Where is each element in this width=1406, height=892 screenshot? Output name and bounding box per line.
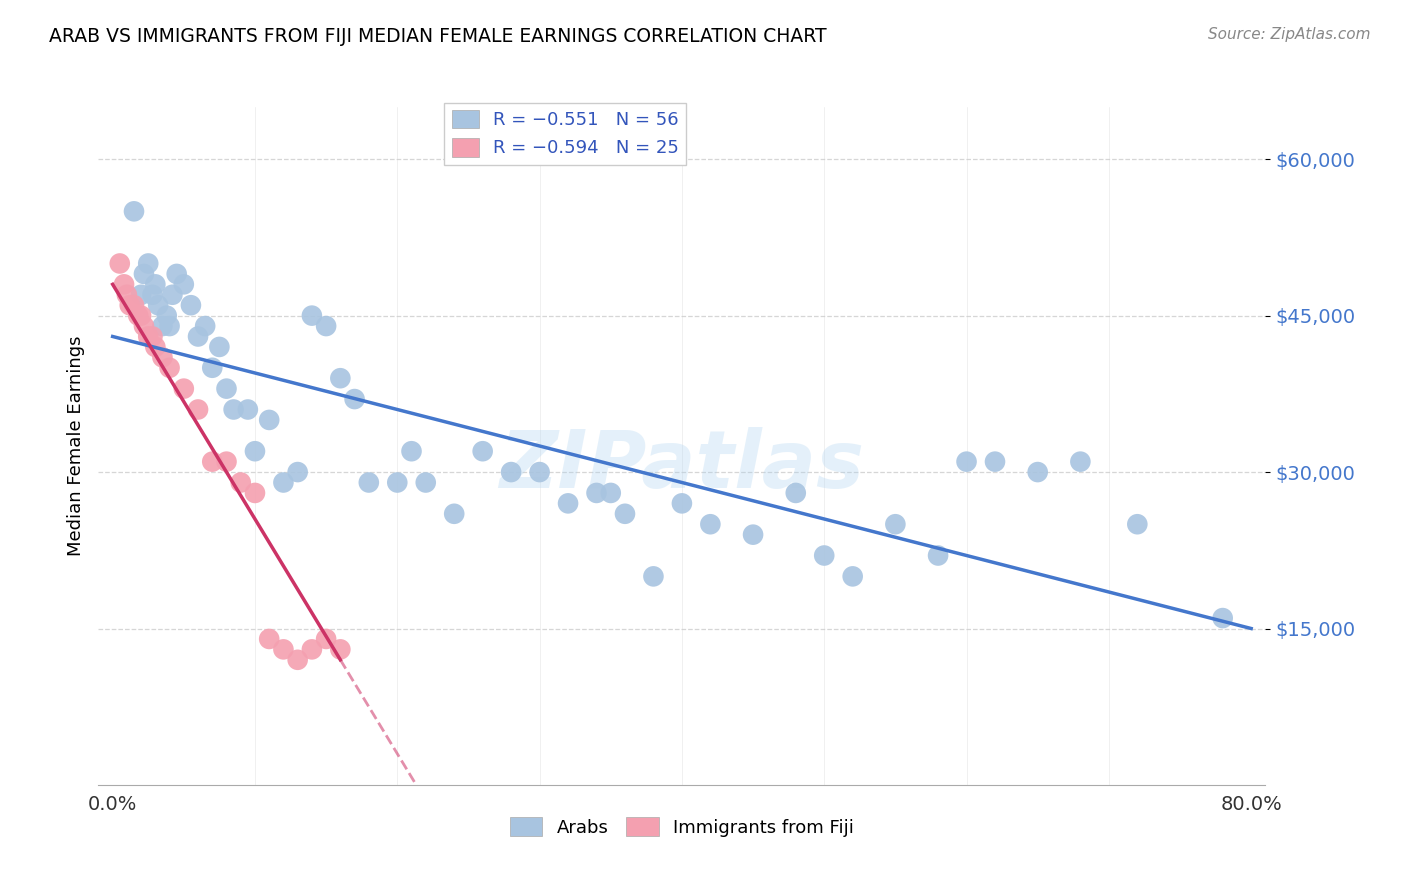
Point — [194, 319, 217, 334]
Point — [471, 444, 494, 458]
Point — [162, 287, 184, 301]
Point — [112, 277, 135, 292]
Point — [343, 392, 366, 406]
Point — [287, 653, 309, 667]
Point — [118, 298, 141, 312]
Point — [415, 475, 437, 490]
Point — [671, 496, 693, 510]
Point — [301, 309, 323, 323]
Point — [187, 329, 209, 343]
Y-axis label: Median Female Earnings: Median Female Earnings — [66, 335, 84, 557]
Point — [159, 360, 181, 375]
Point — [201, 455, 224, 469]
Point — [1026, 465, 1049, 479]
Point — [156, 309, 179, 323]
Point — [173, 382, 195, 396]
Point — [301, 642, 323, 657]
Point — [132, 267, 155, 281]
Text: ARAB VS IMMIGRANTS FROM FIJI MEDIAN FEMALE EARNINGS CORRELATION CHART: ARAB VS IMMIGRANTS FROM FIJI MEDIAN FEMA… — [49, 27, 827, 45]
Point — [585, 486, 607, 500]
Point — [387, 475, 409, 490]
Point — [173, 277, 195, 292]
Point — [273, 642, 295, 657]
Point — [329, 371, 352, 385]
Point — [557, 496, 579, 510]
Point — [614, 507, 637, 521]
Text: ZIPatlas: ZIPatlas — [499, 427, 865, 506]
Point — [243, 486, 266, 500]
Point — [1212, 611, 1234, 625]
Point — [443, 507, 465, 521]
Point — [984, 455, 1007, 469]
Point — [884, 517, 907, 532]
Point — [159, 319, 181, 334]
Point — [813, 549, 835, 563]
Point — [108, 256, 131, 270]
Legend: Arabs, Immigrants from Fiji: Arabs, Immigrants from Fiji — [502, 810, 862, 844]
Point — [122, 204, 145, 219]
Point — [955, 455, 977, 469]
Point — [127, 309, 149, 323]
Point — [501, 465, 523, 479]
Point — [136, 256, 159, 270]
Point — [152, 351, 174, 365]
Point — [315, 632, 337, 646]
Point — [357, 475, 380, 490]
Point — [287, 465, 309, 479]
Point — [1126, 517, 1149, 532]
Point — [315, 319, 337, 334]
Point — [841, 569, 863, 583]
Point — [129, 309, 152, 323]
Point — [180, 298, 202, 312]
Point — [143, 277, 166, 292]
Point — [927, 549, 949, 563]
Point — [401, 444, 423, 458]
Point — [141, 287, 163, 301]
Point — [599, 486, 621, 500]
Point — [257, 413, 280, 427]
Point — [273, 475, 295, 490]
Point — [166, 267, 188, 281]
Point — [329, 642, 352, 657]
Point — [529, 465, 551, 479]
Text: Source: ZipAtlas.com: Source: ZipAtlas.com — [1208, 27, 1371, 42]
Point — [143, 340, 166, 354]
Point — [1069, 455, 1091, 469]
Point — [132, 319, 155, 334]
Point — [215, 455, 238, 469]
Point — [222, 402, 245, 417]
Point — [152, 319, 174, 334]
Point — [257, 632, 280, 646]
Point — [243, 444, 266, 458]
Point — [201, 360, 224, 375]
Point — [115, 287, 138, 301]
Point — [148, 298, 170, 312]
Point — [122, 298, 145, 312]
Point — [229, 475, 252, 490]
Point — [236, 402, 259, 417]
Point — [215, 382, 238, 396]
Point — [785, 486, 807, 500]
Point — [643, 569, 665, 583]
Point — [141, 329, 163, 343]
Point — [742, 527, 765, 541]
Point — [136, 329, 159, 343]
Point — [129, 287, 152, 301]
Point — [699, 517, 721, 532]
Point — [208, 340, 231, 354]
Point — [187, 402, 209, 417]
